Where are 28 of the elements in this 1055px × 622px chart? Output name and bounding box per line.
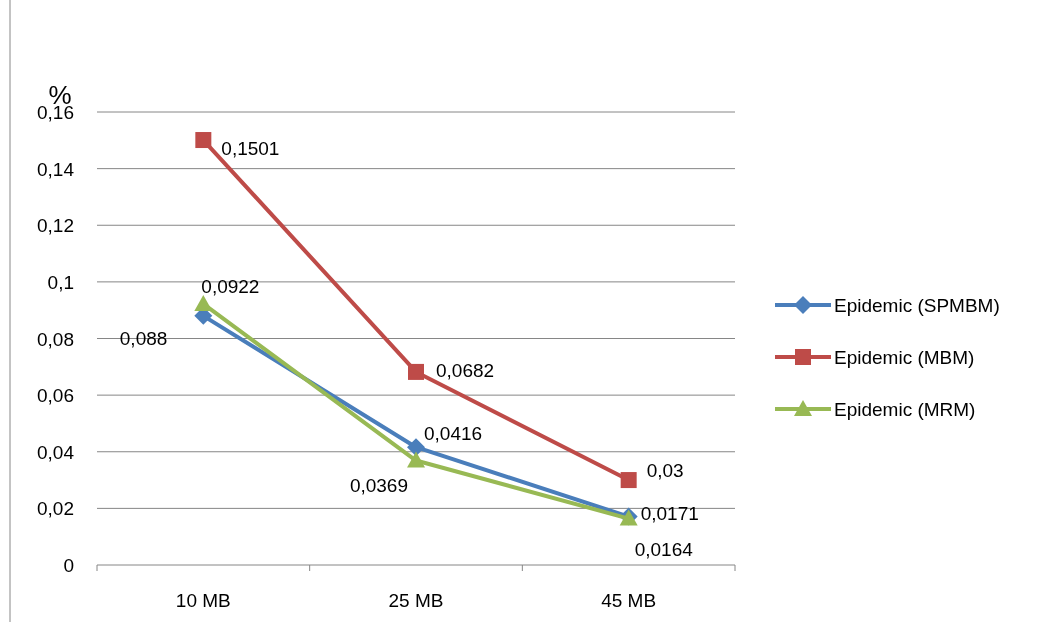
- legend-label: Epidemic (MBM): [834, 347, 975, 368]
- y-tick-label: 0,08: [37, 328, 74, 350]
- data-label: 0,0171: [640, 502, 699, 524]
- point: [195, 132, 212, 149]
- point: [408, 363, 424, 380]
- data-label: 0,0416: [424, 423, 483, 445]
- y-tick-label: 0,1: [47, 271, 74, 293]
- data-label: 0,03: [646, 460, 684, 482]
- point: [407, 451, 425, 468]
- y-tick-label: 0,12: [37, 215, 74, 237]
- x-tick-label: 25 MB: [388, 590, 444, 611]
- point: [620, 472, 637, 489]
- y-tick-label: 0: [63, 555, 74, 576]
- data-label: 0,0369: [349, 474, 408, 496]
- x-tick-label: 45 MB: [601, 590, 657, 611]
- x-tick-label: 10 MB: [175, 590, 231, 611]
- data-label: 0,0922: [201, 275, 260, 297]
- data-label: 0,1501: [221, 138, 280, 160]
- data-label: 0,0682: [436, 359, 495, 381]
- data-label: 0,088: [119, 327, 168, 349]
- legend-label: Epidemic (MRM): [834, 399, 976, 420]
- y-tick-label: 0,04: [37, 441, 75, 463]
- legend-label: Epidemic (SPMBM): [834, 295, 1000, 316]
- data-label: 0,0164: [634, 538, 694, 560]
- y-tick-label: 0,14: [37, 158, 75, 180]
- y-tick-label: 0,02: [37, 498, 74, 520]
- point: [407, 438, 425, 457]
- y-tick-label: 0,06: [37, 385, 74, 407]
